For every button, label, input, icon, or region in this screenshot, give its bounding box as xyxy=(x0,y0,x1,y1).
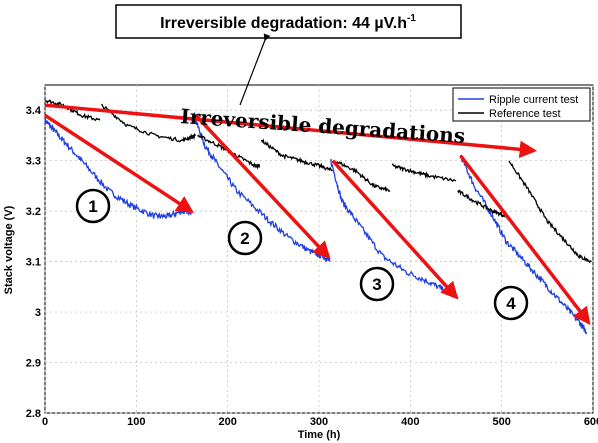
y-axis-label: Stack voltage (V) xyxy=(3,205,15,294)
callout-box xyxy=(115,4,462,39)
reference-series-segment-5 xyxy=(334,160,391,192)
y-tick-label: 3 xyxy=(35,307,41,319)
y-tick-label: 2.9 xyxy=(26,358,41,370)
legend-label-ripple: Ripple current test xyxy=(489,94,578,106)
circled-number-2: 2 xyxy=(227,220,263,256)
legend: Ripple current test Reference test xyxy=(452,87,591,122)
callout: Irreversible degradation: 44 µV.h-1 xyxy=(115,4,462,106)
degradation-arrow-2 xyxy=(44,113,195,214)
x-tick-label: 0 xyxy=(42,416,48,428)
degradation-arrow-3 xyxy=(194,114,331,260)
y-tick-label: 3.1 xyxy=(26,257,41,269)
reference-series-segment-7 xyxy=(457,189,507,218)
callout-pointer xyxy=(239,33,271,106)
x-axis-label: Time (h) xyxy=(298,429,341,441)
reference-series-segment-6 xyxy=(391,163,457,183)
circled-number-1: 1 xyxy=(75,188,111,224)
callout-text: Irreversible degradation: 44 µV.h-1 xyxy=(160,13,416,32)
legend-label-reference: Reference test xyxy=(489,108,561,120)
y-tick-label: 2.8 xyxy=(26,408,41,420)
svg-text:1: 1 xyxy=(88,197,97,216)
circled-number-3: 3 xyxy=(359,266,395,302)
legend-box xyxy=(452,87,591,122)
y-tick-label: 3.3 xyxy=(26,156,41,168)
x-tick-label: 600 xyxy=(584,416,598,428)
degradation-arrows xyxy=(44,103,591,325)
svg-text:4: 4 xyxy=(506,294,516,313)
y-tick-label: 3.2 xyxy=(26,206,41,218)
x-tick-label: 300 xyxy=(310,416,328,428)
reference-series-segment-1 xyxy=(44,99,101,122)
reference-series-segment-4 xyxy=(260,138,333,172)
svg-text:3: 3 xyxy=(372,275,381,294)
y-tick-label: 3.4 xyxy=(26,105,42,117)
reference-series-segment-8 xyxy=(508,160,592,264)
x-tick-label: 100 xyxy=(127,416,145,428)
x-tick-label: 200 xyxy=(218,416,236,428)
degradation-arrow-5 xyxy=(459,154,591,325)
degradation-arrow-4 xyxy=(331,159,459,300)
x-tick-label: 500 xyxy=(492,416,510,428)
ripple-current-series-segment-1 xyxy=(44,118,192,220)
svg-text:2: 2 xyxy=(240,229,249,248)
degradation-arrow-1 xyxy=(44,103,538,159)
ticks: 0 100 200 300 400 500 600 2.8 2.9 3 3.1 3.2 3.3 3.4 xyxy=(26,105,598,428)
circled-number-4: 4 xyxy=(493,285,529,321)
x-tick-label: 400 xyxy=(401,416,419,428)
reference-series-segment-2 xyxy=(101,103,196,143)
